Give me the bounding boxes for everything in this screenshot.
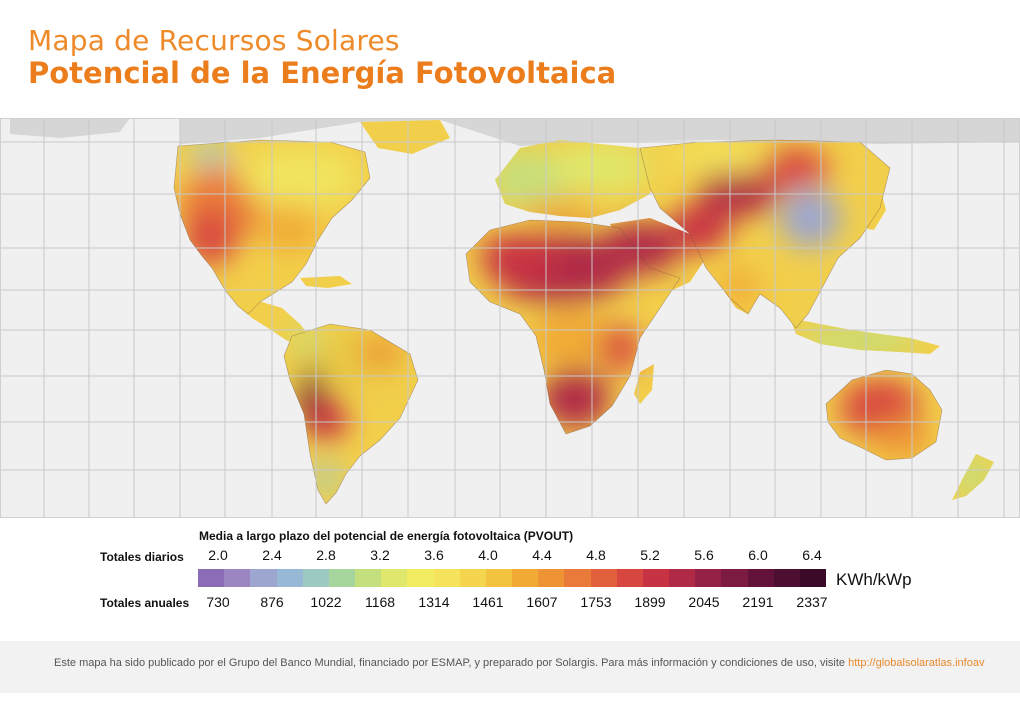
color-scale <box>198 569 827 587</box>
annual-tick-label: 1461 <box>472 594 504 610</box>
annual-tick-label: 2337 <box>796 594 828 610</box>
color-swatch <box>512 569 539 587</box>
graticule <box>0 118 1020 518</box>
daily-tick-label: 6.0 <box>748 547 768 563</box>
color-swatch <box>328 569 356 587</box>
color-swatch <box>459 569 486 587</box>
footer <box>0 641 1020 693</box>
map-title: Mapa de Recursos Solares <box>28 24 400 57</box>
color-swatch <box>642 569 670 587</box>
color-swatch <box>224 569 251 587</box>
daily-tick-label: 2.4 <box>262 547 282 563</box>
color-swatch <box>695 569 722 587</box>
footer-text: Este mapa ha sido publicado por el Grupo… <box>54 656 994 670</box>
color-swatch <box>485 569 513 587</box>
color-swatch <box>433 569 460 587</box>
unit-label: KWh/kWp <box>836 570 912 589</box>
color-swatch <box>564 569 591 587</box>
annual-tick-label: 730 <box>206 594 230 610</box>
annual-tick-label: 1899 <box>634 594 666 610</box>
color-swatch <box>773 569 800 587</box>
annual-tick-label: 1314 <box>418 594 450 610</box>
footer-description: Este mapa ha sido publicado por el Grupo… <box>54 657 846 669</box>
map-subtitle: Potencial de la Energía Fotovoltaica <box>28 56 617 90</box>
color-swatch <box>355 569 382 587</box>
color-swatch <box>799 569 827 587</box>
legend-title: Media a largo plazo del potencial de ene… <box>199 529 574 543</box>
daily-tick-label: 4.8 <box>586 547 606 563</box>
daily-totals-label: Totales diarios <box>100 550 184 564</box>
daily-tick-label: 2.0 <box>208 547 228 563</box>
daily-tick-label: 4.4 <box>532 547 552 563</box>
daily-tick-label: 3.2 <box>370 547 390 563</box>
world-map <box>0 118 1020 518</box>
color-swatch <box>538 569 565 587</box>
daily-tick-label: 4.0 <box>478 547 498 563</box>
color-swatch <box>616 569 643 587</box>
color-swatch <box>669 569 696 587</box>
color-swatch <box>302 569 329 587</box>
footer-link[interactable]: http://globalsolaratlas.infoav <box>848 657 985 669</box>
annual-tick-label: 876 <box>260 594 284 610</box>
color-swatch <box>381 569 408 587</box>
color-swatch <box>590 569 617 587</box>
annual-tick-label: 2045 <box>688 594 720 610</box>
annual-tick-label: 1753 <box>580 594 612 610</box>
annual-totals-label: Totales anuales <box>100 596 190 610</box>
daily-tick-label: 2.8 <box>316 547 336 563</box>
annual-tick-label: 2191 <box>742 594 774 610</box>
annual-tick-label: 1607 <box>526 594 558 610</box>
color-swatch <box>721 569 748 587</box>
color-swatch <box>747 569 774 587</box>
color-swatch <box>198 569 225 587</box>
color-swatch <box>276 569 303 587</box>
annual-tick-label: 1168 <box>364 594 396 610</box>
annual-tick-label: 1022 <box>310 594 342 610</box>
daily-tick-label: 6.4 <box>802 547 822 563</box>
daily-tick-label: 3.6 <box>424 547 444 563</box>
color-swatch <box>250 569 277 587</box>
daily-tick-label: 5.6 <box>694 547 714 563</box>
color-swatch <box>407 569 434 587</box>
coastlines <box>173 139 943 505</box>
no-data-land <box>10 118 1020 146</box>
daily-tick-label: 5.2 <box>640 547 660 563</box>
